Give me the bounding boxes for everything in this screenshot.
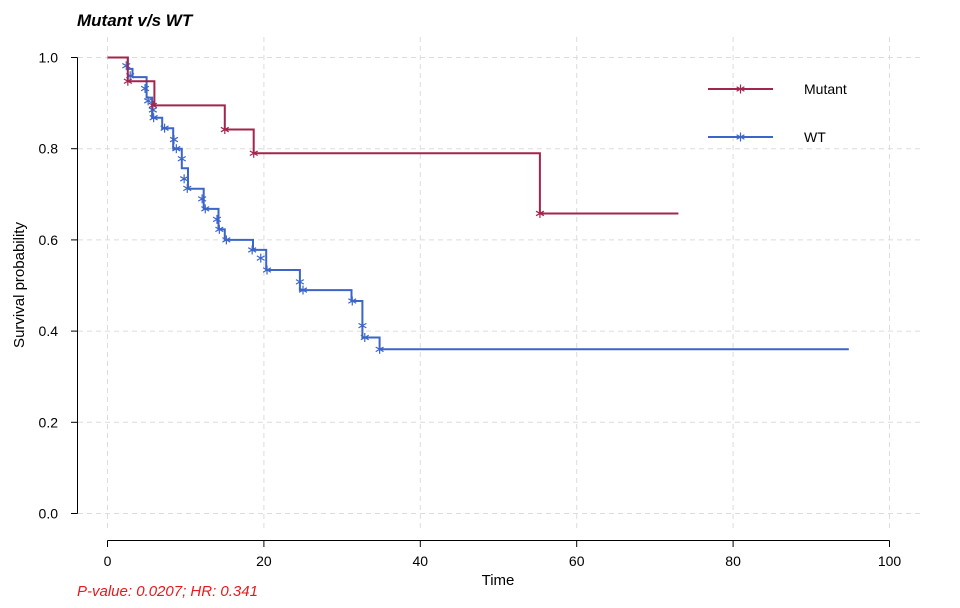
censor-mark-mutant — [148, 100, 158, 110]
series-layer — [107, 56, 849, 354]
legend-label: Mutant — [804, 81, 847, 97]
censor-mark-wt — [256, 253, 265, 263]
censor-mark-wt — [298, 285, 308, 295]
legend-item-wt: WT — [708, 129, 826, 145]
y-tick-label: 0.2 — [39, 414, 59, 430]
x-tick-label: 100 — [878, 553, 902, 569]
y-tick-label: 0.8 — [39, 141, 59, 157]
censor-mark-wt — [197, 194, 207, 204]
x-tick-label: 60 — [569, 553, 585, 569]
censor-mark-wt — [295, 277, 305, 287]
chart-title: Mutant v/s WT — [77, 11, 194, 30]
x-tick-label: 20 — [256, 553, 272, 569]
censor-mark-wt — [179, 174, 189, 184]
y-tick-label: 0.0 — [39, 506, 59, 522]
censor-mark-wt — [140, 84, 150, 94]
censor-mark-wt — [360, 332, 369, 342]
x-tick-label: 0 — [104, 553, 112, 569]
censor-mark-wt — [169, 135, 179, 145]
censor-mark-wt — [183, 183, 192, 193]
grid — [78, 37, 922, 532]
censor-mark-wt — [201, 204, 210, 214]
legend-item-mutant: Mutant — [708, 81, 847, 97]
legend-marker — [736, 132, 745, 142]
pvalue-annotation: P-value: 0.0207; HR: 0.341 — [77, 583, 258, 600]
censor-mark-wt — [149, 113, 158, 123]
censor-mark-mutant — [220, 125, 230, 135]
y-tick-label: 0.6 — [39, 232, 59, 248]
censor-mark-wt — [358, 321, 367, 331]
censor-mark-wt — [212, 214, 222, 224]
censor-mark-wt — [375, 344, 384, 354]
censor-mark-wt — [348, 296, 357, 306]
censor-mark-mutant — [535, 208, 545, 218]
series-mutant — [107, 56, 679, 218]
censor-mark-wt — [222, 235, 231, 245]
x-tick-label: 80 — [725, 553, 741, 569]
x-tick-label: 40 — [413, 553, 429, 569]
series-line-wt — [107, 56, 849, 351]
censor-mark-mutant — [123, 76, 133, 86]
censor-mark-wt — [247, 245, 257, 255]
legend-marker — [736, 84, 745, 94]
censor-mark-wt — [177, 154, 187, 164]
censor-mark-wt — [215, 224, 224, 234]
censor-mark-wt — [143, 96, 153, 106]
y-tick-label: 1.0 — [39, 50, 59, 66]
x-axis-label: Time — [482, 572, 515, 589]
axes: 0.0 0.2 0.4 0.6 0.8 1.0 0 20 40 60 80 100 — [39, 50, 902, 570]
series-line-mutant — [107, 56, 679, 215]
y-axis-label: Survival probability — [11, 222, 28, 348]
censor-mark-wt — [172, 144, 181, 154]
legend-label: WT — [804, 129, 826, 145]
censor-mark-wt — [160, 123, 169, 133]
censor-mark-wt — [122, 61, 131, 71]
legend: Mutant WT — [708, 81, 847, 145]
censor-mark-wt — [262, 265, 272, 275]
series-wt — [107, 56, 849, 354]
y-tick-label: 0.4 — [39, 323, 59, 339]
censor-mark-mutant — [249, 148, 258, 158]
